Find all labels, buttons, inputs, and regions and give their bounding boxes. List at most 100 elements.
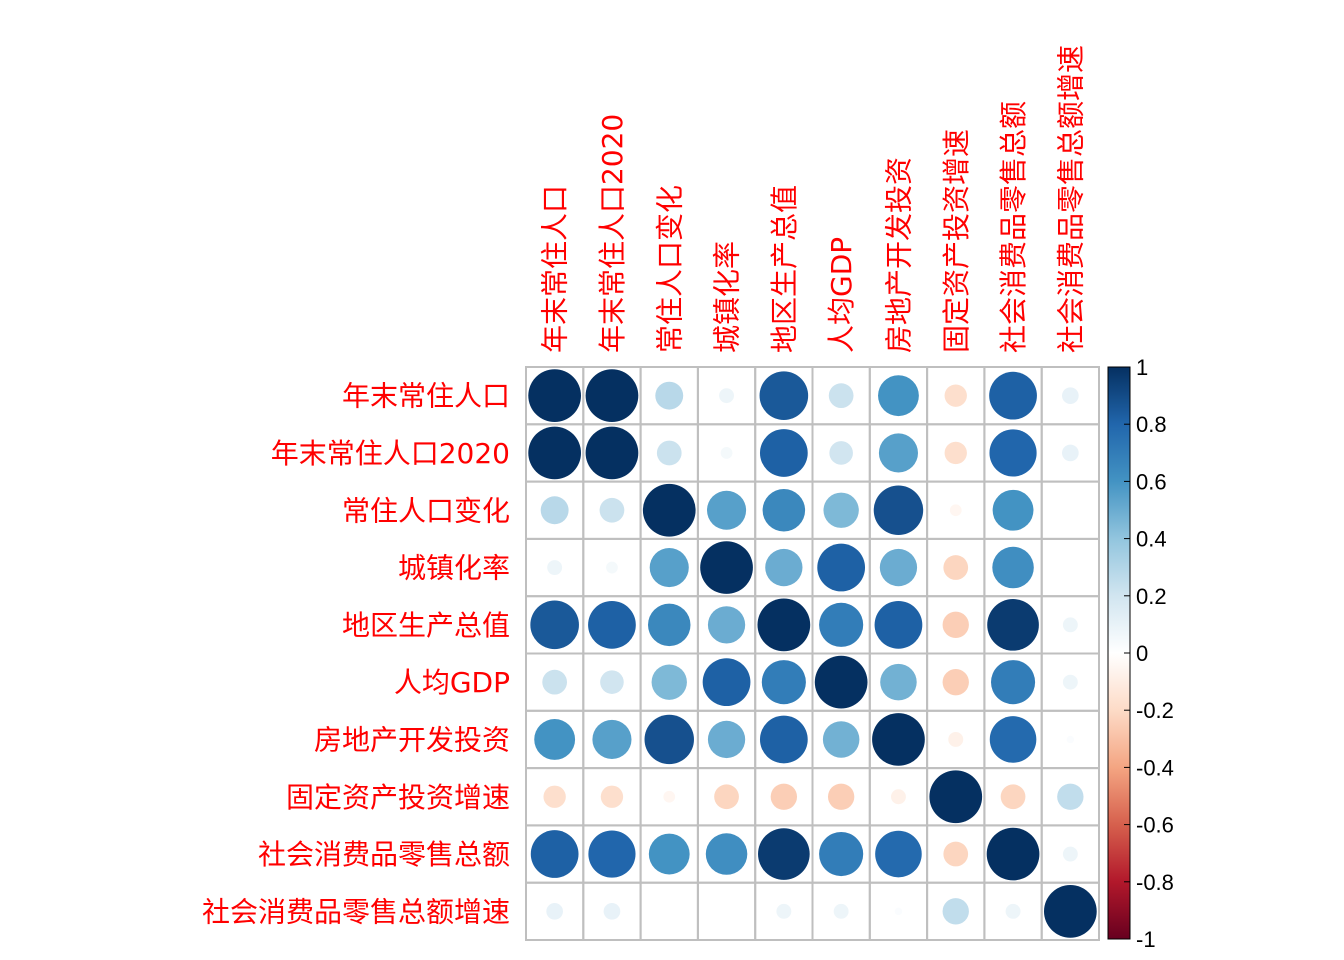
corr-circle <box>663 790 676 803</box>
colorbar-tick-label: -0.4 <box>1136 755 1174 780</box>
colorbar-tick-label: 0 <box>1136 641 1148 666</box>
column-label: 房地产开发投资 <box>882 157 915 353</box>
corr-circle <box>642 483 696 537</box>
corr-circle <box>757 598 811 652</box>
corr-circle <box>874 600 923 649</box>
corr-circle <box>819 602 864 647</box>
corr-circle <box>600 670 624 694</box>
corr-circle <box>1062 674 1078 690</box>
corr-circle <box>949 504 962 517</box>
corr-circle <box>1066 735 1075 744</box>
column-label: 年末常住人口2020 <box>596 114 629 353</box>
row-label: 年末常住人口2020 <box>271 437 510 470</box>
corr-circle <box>943 555 969 580</box>
corr-circle <box>585 369 639 423</box>
corr-circle <box>992 489 1034 531</box>
corr-circle <box>585 426 639 480</box>
corr-circle <box>989 429 1037 477</box>
column-label: 地区生产总值 <box>768 185 801 353</box>
corr-circle <box>943 841 969 867</box>
corr-circle <box>873 485 924 535</box>
corr-circle <box>942 611 969 639</box>
corr-circle <box>762 488 806 532</box>
corr-circle <box>880 663 917 701</box>
colorbar-tick-label: -1 <box>1136 927 1156 952</box>
corr-circle <box>829 441 853 465</box>
corr-circle <box>1057 783 1084 810</box>
corr-circle <box>942 898 969 925</box>
row-label: 城镇化率 <box>398 552 510 585</box>
corr-circle <box>765 548 803 587</box>
grid-cell <box>639 881 699 942</box>
column-label: 固定资产投资增速 <box>940 129 973 353</box>
grid-cell <box>1040 537 1100 598</box>
corr-circle <box>894 907 903 916</box>
corr-circle <box>547 560 563 576</box>
corr-circle <box>986 827 1040 881</box>
corr-circle <box>875 830 922 878</box>
row-label: 年末常住人口 <box>342 380 510 413</box>
corr-circle <box>655 381 684 410</box>
corr-circle <box>948 731 964 747</box>
corr-circle <box>707 606 746 644</box>
corr-circle <box>530 600 579 650</box>
corr-circle <box>1043 884 1097 938</box>
corr-circle <box>528 369 582 423</box>
corr-circle <box>759 715 808 764</box>
corr-circle <box>542 669 568 695</box>
corr-circle <box>822 721 860 758</box>
colorbar: 1 0.8 0.6 0.4 0.2 0 -0.2 -0.4 -0.6 -0.8 -1 <box>1107 355 1174 952</box>
corr-circle <box>878 433 918 473</box>
row-label: 常住人口变化 <box>342 494 510 527</box>
corr-circle <box>761 660 806 705</box>
colorbar-tick-label: 0.6 <box>1136 469 1167 494</box>
corr-circle <box>700 541 753 594</box>
corr-circle <box>872 713 925 766</box>
corr-circle <box>759 429 808 477</box>
colorbar-tick-label: -0.6 <box>1136 813 1174 838</box>
column-label: 人均GDP <box>825 237 858 353</box>
corr-circle <box>534 719 576 760</box>
corr-circle <box>989 371 1037 420</box>
corr-circle <box>987 599 1039 651</box>
corr-circle <box>714 784 739 810</box>
corr-circle <box>651 664 687 700</box>
corr-circle <box>719 388 735 404</box>
colorbar-tick-label: 0.4 <box>1136 527 1167 552</box>
row-label: 社会消费品零售总额增速 <box>202 895 510 928</box>
corr-circle <box>606 561 618 574</box>
matrix-cells <box>525 366 1100 942</box>
corr-circle <box>649 548 689 588</box>
corr-circle <box>600 785 624 808</box>
row-label: 人均GDP <box>394 666 510 699</box>
grid-cell <box>1040 480 1100 540</box>
corr-circle <box>770 783 798 810</box>
corr-circle <box>817 543 866 592</box>
column-label: 城镇化率 <box>711 241 744 353</box>
corr-circle <box>814 655 868 709</box>
corr-circle <box>1062 617 1078 633</box>
corr-circle <box>929 770 983 824</box>
corr-circle <box>989 716 1037 763</box>
corr-circle <box>705 833 748 875</box>
corr-circle <box>588 830 636 878</box>
corr-circle <box>758 828 810 880</box>
corr-circle <box>588 600 636 649</box>
corr-circle <box>878 375 919 417</box>
corr-circle <box>944 384 967 407</box>
corr-circle <box>540 496 569 525</box>
corr-circle <box>720 447 733 459</box>
corr-circle <box>828 383 854 409</box>
corr-circle <box>707 720 746 759</box>
corr-circle <box>546 903 563 920</box>
corr-circle <box>1062 846 1078 862</box>
colorbar-tick-label: 0.2 <box>1136 584 1167 609</box>
colorbar-tick-label: 0.8 <box>1136 412 1167 437</box>
corr-circle <box>890 789 906 805</box>
corr-circle <box>647 603 691 647</box>
colorbar-tick-label: 1 <box>1136 355 1148 380</box>
colorbar-tick-label: -0.2 <box>1136 698 1174 723</box>
corr-circle <box>1062 387 1079 404</box>
corr-circle <box>827 783 855 810</box>
corr-circle <box>819 831 864 877</box>
